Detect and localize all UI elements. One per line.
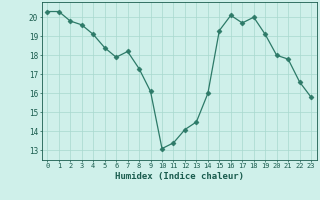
- X-axis label: Humidex (Indice chaleur): Humidex (Indice chaleur): [115, 172, 244, 181]
